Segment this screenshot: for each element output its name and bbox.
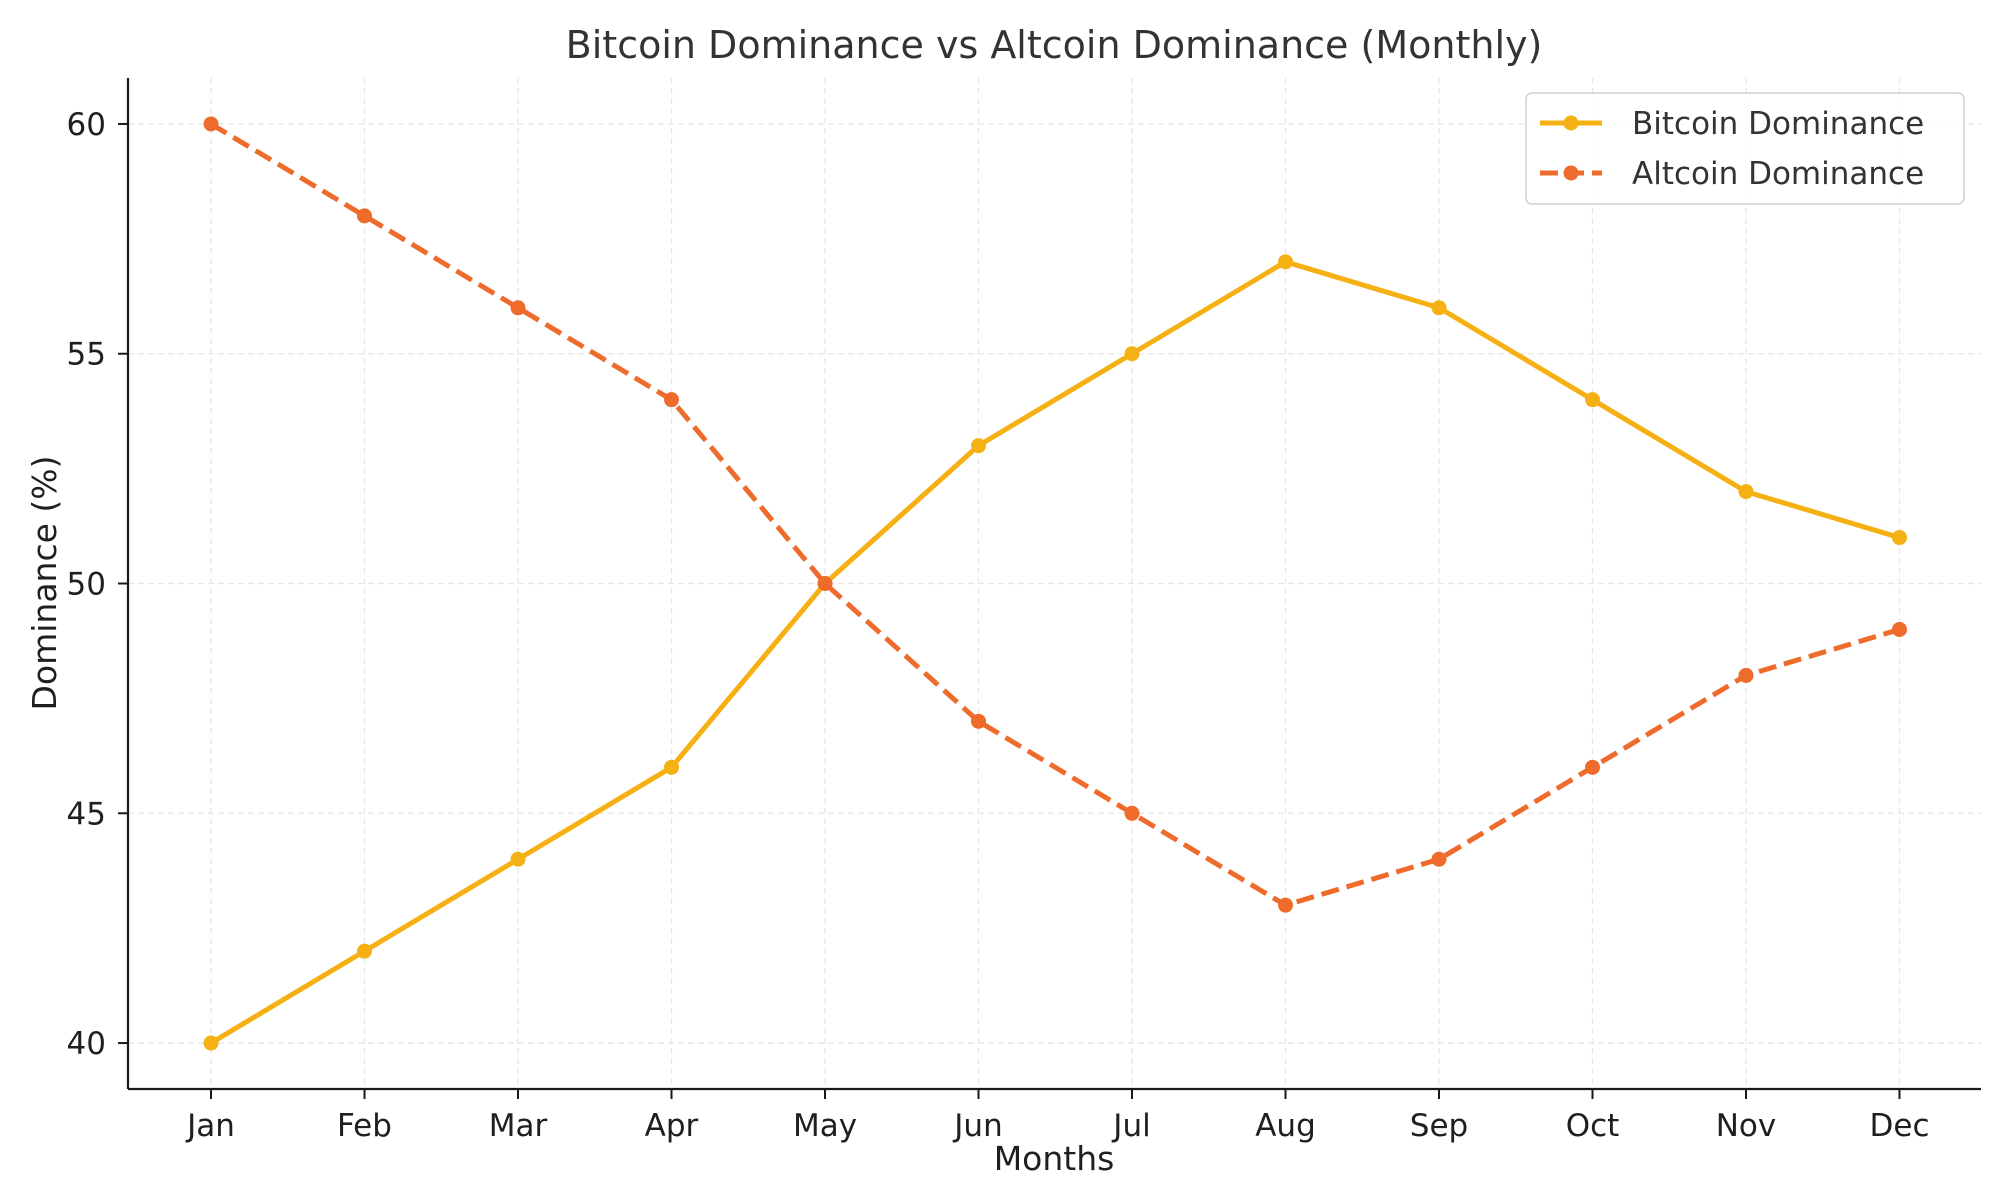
y-tick-label: 60 <box>67 107 106 143</box>
x-tick-label: Jul <box>1111 1108 1150 1144</box>
legend: Bitcoin Dominance Altcoin Dominance <box>1525 92 1965 205</box>
data-point <box>1585 759 1600 775</box>
series-altcoin-dominance <box>203 116 1907 913</box>
data-point <box>1278 254 1293 270</box>
x-tick-label: Mar <box>489 1108 548 1144</box>
data-point <box>1738 484 1754 500</box>
series-layer <box>203 116 1907 1051</box>
data-point <box>1738 667 1754 683</box>
x-tick-label: Jun <box>952 1108 1002 1144</box>
data-point <box>357 208 372 224</box>
x-tick-label: Oct <box>1566 1108 1620 1144</box>
y-tick-label: 45 <box>67 796 106 832</box>
legend-item: Altcoin Dominance <box>1540 156 1924 192</box>
data-point <box>203 116 219 132</box>
x-tick-label: Apr <box>645 1108 699 1144</box>
data-point <box>1278 897 1293 913</box>
x-tick-label: Jan <box>185 1108 235 1144</box>
series-line <box>209 121 1901 908</box>
y-tick-label: 50 <box>67 567 106 603</box>
data-point <box>664 392 679 408</box>
data-point <box>971 713 986 729</box>
data-point <box>1124 805 1140 821</box>
data-point <box>817 576 833 591</box>
data-point <box>203 1035 219 1051</box>
legend-item: Bitcoin Dominance <box>1540 106 1924 142</box>
x-tick-label: May <box>793 1108 857 1144</box>
data-point <box>357 943 372 959</box>
x-tick-label: Nov <box>1716 1108 1777 1144</box>
data-point <box>510 851 526 867</box>
legend-marker <box>1563 165 1579 181</box>
data-point <box>1892 621 1907 637</box>
ticks: Jan Feb Mar Apr May Jun Jul Aug Sep Oct Nov Dec 40 45… <box>67 107 1930 1144</box>
x-tick-label: Aug <box>1255 1108 1316 1144</box>
data-point <box>664 759 679 775</box>
legend-box <box>1525 92 1965 205</box>
data-point <box>1431 851 1447 867</box>
data-point <box>1892 530 1907 546</box>
y-axis-label: Dominance (%) <box>25 455 64 710</box>
series-line <box>208 259 1902 1046</box>
legend-label: Altcoin Dominance <box>1632 156 1924 192</box>
legend-marker <box>1563 115 1579 131</box>
data-point <box>1124 346 1140 362</box>
x-tick-label: Feb <box>337 1108 392 1144</box>
data-point <box>1431 300 1447 316</box>
y-tick-label: 55 <box>67 337 106 373</box>
x-tick-label: Dec <box>1870 1108 1930 1144</box>
chart-title: Bitcoin Dominance vs Altcoin Dominance (… <box>566 23 1543 67</box>
data-point <box>971 438 986 454</box>
data-point <box>1585 392 1600 408</box>
x-axis-label: Months <box>994 1139 1115 1178</box>
data-point <box>510 300 526 316</box>
legend-label: Bitcoin Dominance <box>1632 106 1924 142</box>
x-tick-label: Sep <box>1410 1108 1468 1144</box>
y-tick-label: 40 <box>67 1026 106 1062</box>
